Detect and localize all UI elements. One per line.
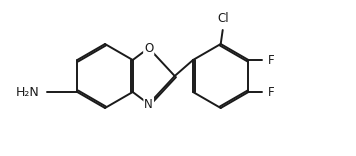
Text: H₂N: H₂N <box>16 85 39 98</box>
Text: Cl: Cl <box>217 12 229 25</box>
Text: F: F <box>267 54 274 66</box>
Text: N: N <box>144 98 153 110</box>
Text: F: F <box>267 85 274 98</box>
Text: O: O <box>144 41 153 54</box>
